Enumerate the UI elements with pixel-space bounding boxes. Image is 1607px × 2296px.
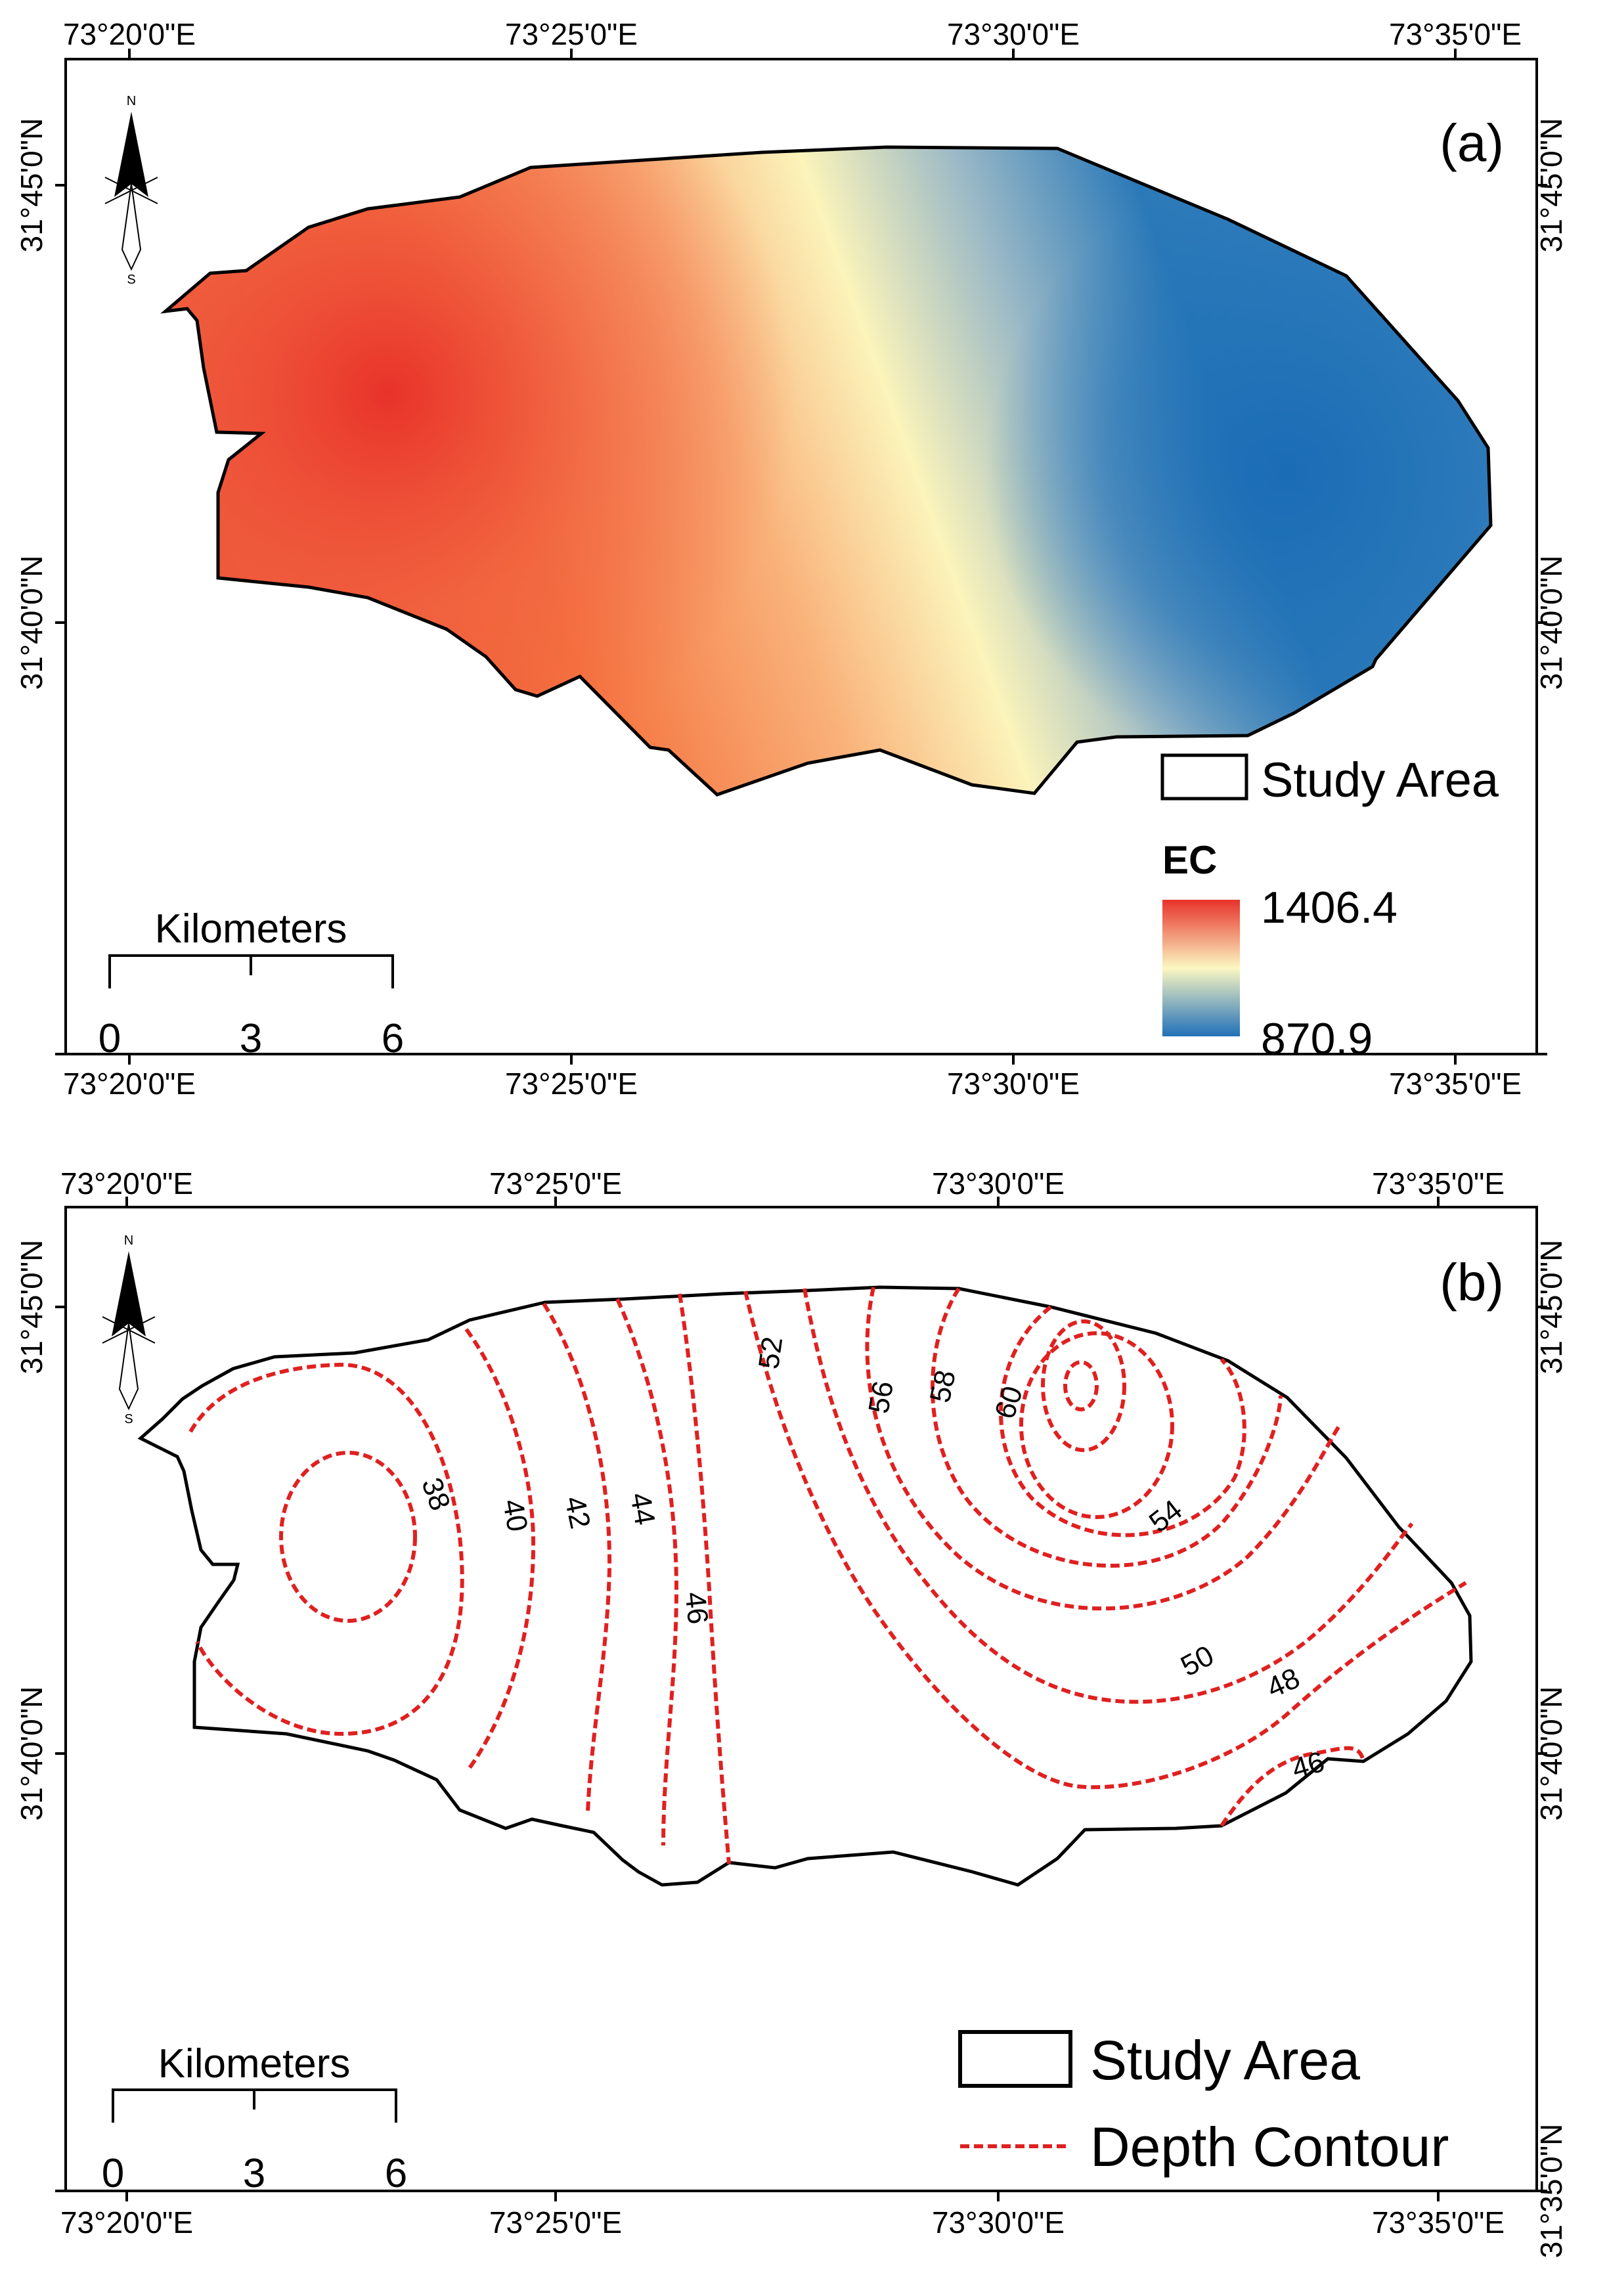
legend-ec-max: 1406.4 <box>1261 883 1398 933</box>
right-tick-a-0: 31°45'0"N <box>1534 118 1568 253</box>
contour-40-outer <box>188 1362 464 1736</box>
top-tick-b-0: 73°20'0"E <box>60 1166 193 1201</box>
contour-label-42: 42 <box>558 1493 596 1532</box>
contour-50 <box>803 1288 1414 1704</box>
bottom-tick-a-2: 73°30'0"E <box>947 1067 1080 1101</box>
bottom-tick-a-0: 73°20'0"E <box>63 1067 196 1101</box>
left-tick-b-0: 31°45'0"N <box>14 1240 49 1375</box>
right-tick-b-0: 31°45'0"N <box>1534 1240 1568 1375</box>
study-area-boundary-b <box>137 1285 1473 1887</box>
legend-ec-ramp <box>1162 900 1240 1036</box>
depth-contours <box>188 1287 1467 1865</box>
scale-label-a-0: 0 <box>99 1016 121 1061</box>
legend-ec-title: EC <box>1162 838 1217 882</box>
top-tick-b-3: 73°35'0"E <box>1372 1166 1505 1201</box>
contour-60 <box>1041 1319 1126 1452</box>
north-letter-a: N <box>127 94 136 108</box>
legend-depth-contour-label: Depth Contour <box>1090 2116 1449 2178</box>
south-letter-b: S <box>124 1412 133 1426</box>
legend-study-area-label-a: Study Area <box>1261 753 1499 807</box>
bottom-tick-b-2: 73°30'0"E <box>932 2205 1065 2240</box>
scale-label-b-0: 0 <box>102 2151 124 2196</box>
bottom-tick-b-1: 73°25'0"E <box>489 2205 622 2240</box>
top-tick-a-1: 73°25'0"E <box>505 17 638 51</box>
top-tick-b-2: 73°30'0"E <box>932 1166 1065 1201</box>
contour-56 <box>999 1305 1246 1537</box>
left-tick-a-1: 31°40'0"N <box>14 556 49 690</box>
panel-b: 38 40 42 44 46 52 56 58 60 54 50 48 46 7… <box>14 1166 1568 2258</box>
contour-38 <box>279 1451 417 1623</box>
scale-label-a-2: 6 <box>382 1016 404 1061</box>
top-tick-a-0: 73°20'0"E <box>63 17 196 51</box>
top-tick-a-3: 73°35'0"E <box>1389 17 1522 51</box>
scale-bar-a: Kilometers 0 3 6 <box>99 906 404 1061</box>
right-tick-b-1: 31°40'0"N <box>1534 1687 1568 1821</box>
panel-label-a: (a) <box>1440 114 1504 172</box>
right-tick-b-2: 31°35'0"N <box>1534 2124 1568 2259</box>
right-tick-a-1: 31°40'0"N <box>1534 556 1568 690</box>
legend-b: Study Area Depth Contour <box>958 2029 1449 2178</box>
north-arrow-icon: N S <box>102 1233 156 1426</box>
scale-label-b-2: 6 <box>385 2151 407 2196</box>
contour-label-52: 52 <box>753 1335 789 1371</box>
north-arrow-icon: N S <box>104 94 158 287</box>
legend-study-area-label-b: Study Area <box>1090 2029 1360 2091</box>
contour-42 <box>542 1302 612 1813</box>
contour-label-44: 44 <box>624 1490 661 1528</box>
top-tick-a-2: 73°30'0"E <box>947 17 1080 51</box>
bottom-tick-b-0: 73°20'0"E <box>60 2205 193 2240</box>
bottom-tick-b-3: 73°35'0"E <box>1372 2205 1505 2240</box>
contour-label-40: 40 <box>496 1497 534 1534</box>
contour-58 <box>1019 1331 1174 1519</box>
bottom-tick-a-3: 73°35'0"E <box>1389 1067 1522 1101</box>
contour-label-56: 56 <box>862 1379 900 1416</box>
contour-label-46: 46 <box>678 1591 714 1626</box>
contour-46-right <box>1220 1746 1365 1827</box>
contour-46-left <box>678 1293 731 1865</box>
panel-label-b: (b) <box>1440 1253 1504 1312</box>
frame-ticks-b <box>55 1197 1547 2201</box>
contour-48 <box>743 1291 1467 1790</box>
scale-label-b-1: 3 <box>243 2151 265 2196</box>
legend-study-area-swatch-b <box>958 2030 1072 2088</box>
south-letter-a: S <box>127 273 135 287</box>
scale-bar-title-a: Kilometers <box>155 906 347 952</box>
scale-bar-b: Kilometers 0 3 6 <box>102 2041 407 2196</box>
left-tick-a-0: 31°45'0"N <box>14 118 49 253</box>
scale-label-a-1: 3 <box>240 1016 262 1061</box>
frame-ticks-a <box>55 49 1547 1065</box>
panel-a: 73°20'0"E 73°25'0"E 73°30'0"E 73°35'0"E … <box>14 17 1568 1101</box>
contour-62 <box>1063 1360 1099 1411</box>
legend-a: Study Area EC 1406.4 870.9 <box>1160 753 1499 1064</box>
contour-44 <box>615 1298 679 1846</box>
contour-label-58: 58 <box>924 1367 962 1405</box>
contour-40 <box>464 1328 536 1769</box>
contour-54 <box>931 1287 1283 1568</box>
legend-study-area-swatch-a <box>1160 753 1248 801</box>
north-letter-b: N <box>124 1233 133 1248</box>
contour-52 <box>865 1287 1342 1611</box>
left-tick-b-1: 31°40'0"N <box>14 1687 49 1821</box>
scale-bar-title-b: Kilometers <box>158 2041 351 2086</box>
top-tick-b-1: 73°25'0"E <box>489 1166 622 1201</box>
legend-ec-min: 870.9 <box>1261 1014 1373 1064</box>
bottom-tick-a-1: 73°25'0"E <box>505 1067 638 1101</box>
